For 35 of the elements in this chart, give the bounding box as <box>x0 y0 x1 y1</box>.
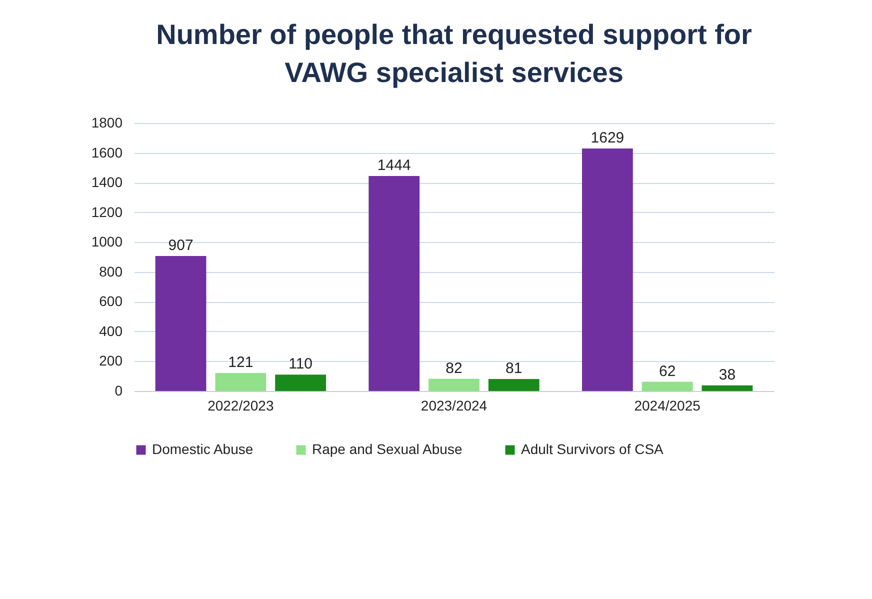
data-label: 1629 <box>590 129 624 146</box>
data-label: 1444 <box>377 157 411 174</box>
y-tick-label: 1000 <box>91 234 123 250</box>
y-tick-label: 0 <box>114 382 123 398</box>
y-tick-label: 400 <box>99 322 123 339</box>
data-label: 121 <box>228 354 254 371</box>
legend-label: Rape and Sexual Abuse <box>312 441 462 457</box>
data-label: 907 <box>168 236 194 254</box>
x-tick-label: 2024/2025 <box>634 398 701 414</box>
data-label: 62 <box>658 362 676 380</box>
bar <box>215 372 266 391</box>
x-tick-label: 2022/2023 <box>208 398 274 414</box>
bar <box>368 176 420 391</box>
bar <box>582 148 633 391</box>
data-label: 110 <box>288 356 313 373</box>
bar <box>275 374 326 391</box>
bar <box>702 385 753 391</box>
bar <box>642 382 693 391</box>
chart-title: Number of people that requested support for VAWG specialist services <box>156 19 752 88</box>
y-tick-label: 1800 <box>91 114 123 130</box>
legend-label: Domestic Abuse <box>152 441 254 457</box>
data-label: 38 <box>718 366 736 384</box>
y-tick-label: 1400 <box>91 174 123 190</box>
x-tick-label: 2023/2024 <box>420 398 488 414</box>
y-tick-label: 1600 <box>91 144 123 160</box>
bar <box>488 378 540 391</box>
y-tick-label: 1200 <box>91 204 123 220</box>
y-tick-label: 200 <box>99 352 123 369</box>
legend-label: Adult Survivors of CSA <box>521 441 664 457</box>
y-tick-label: 800 <box>99 263 123 280</box>
bar <box>428 378 480 391</box>
bar <box>155 256 206 391</box>
data-label: 81 <box>506 360 522 377</box>
y-tick-label: 600 <box>99 293 123 310</box>
data-label: 82 <box>446 360 462 377</box>
